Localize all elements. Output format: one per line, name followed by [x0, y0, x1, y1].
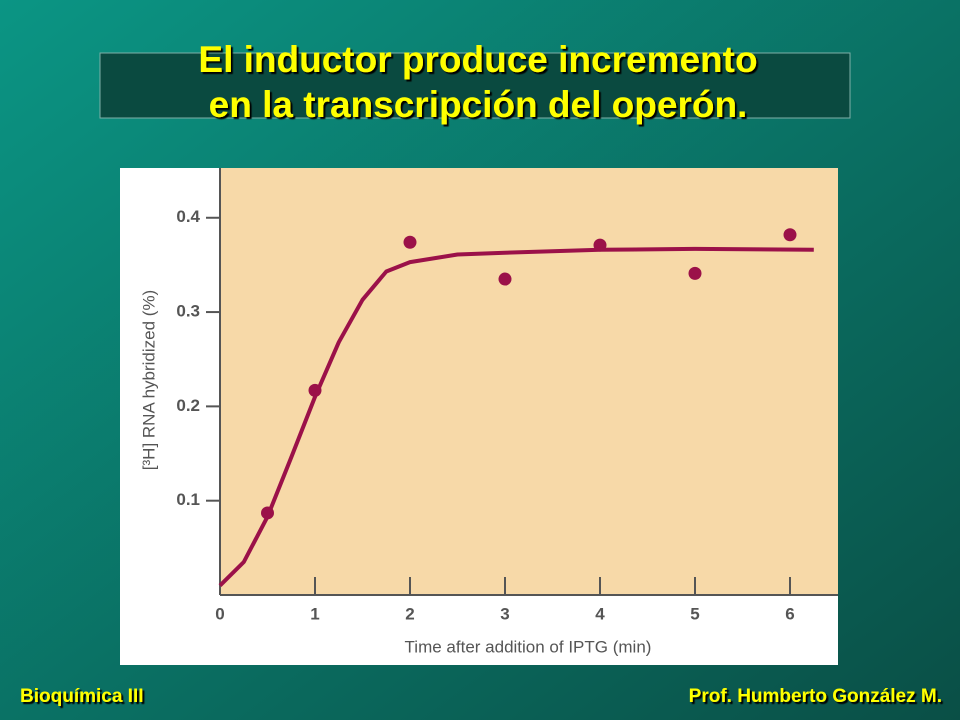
x-tick-label: 6: [785, 604, 794, 623]
x-axis-label: Time after addition of IPTG (min): [405, 637, 652, 656]
x-tick-label: 2: [405, 604, 414, 623]
data-point: [403, 235, 417, 249]
title-box: [99, 52, 851, 119]
x-tick-label: 4: [595, 604, 605, 623]
data-point: [783, 228, 797, 242]
y-tick-label: 0.4: [176, 207, 200, 226]
x-tick-label: 5: [690, 604, 699, 623]
footer-right: Prof. Humberto González M.: [689, 686, 942, 707]
plot-area: [220, 168, 838, 595]
fit-curve: [218, 246, 814, 588]
data-point: [498, 272, 512, 286]
footer-left: Bioquímica III: [20, 686, 144, 707]
title: en la transcripción del operón.: [209, 84, 748, 125]
data-point: [688, 266, 702, 280]
x-tick-label: 3: [500, 604, 509, 623]
title: El inductor produce incremento: [198, 39, 757, 80]
x-tick-label: 1: [310, 604, 319, 623]
y-tick-label: 0.1: [176, 490, 200, 509]
x-tick-label: 0: [215, 604, 224, 623]
y-axis-label: [³H] RNA hybridized (%): [139, 290, 158, 470]
y-tick-label: 0.2: [176, 396, 200, 415]
y-tick-label: 0.3: [176, 302, 200, 321]
